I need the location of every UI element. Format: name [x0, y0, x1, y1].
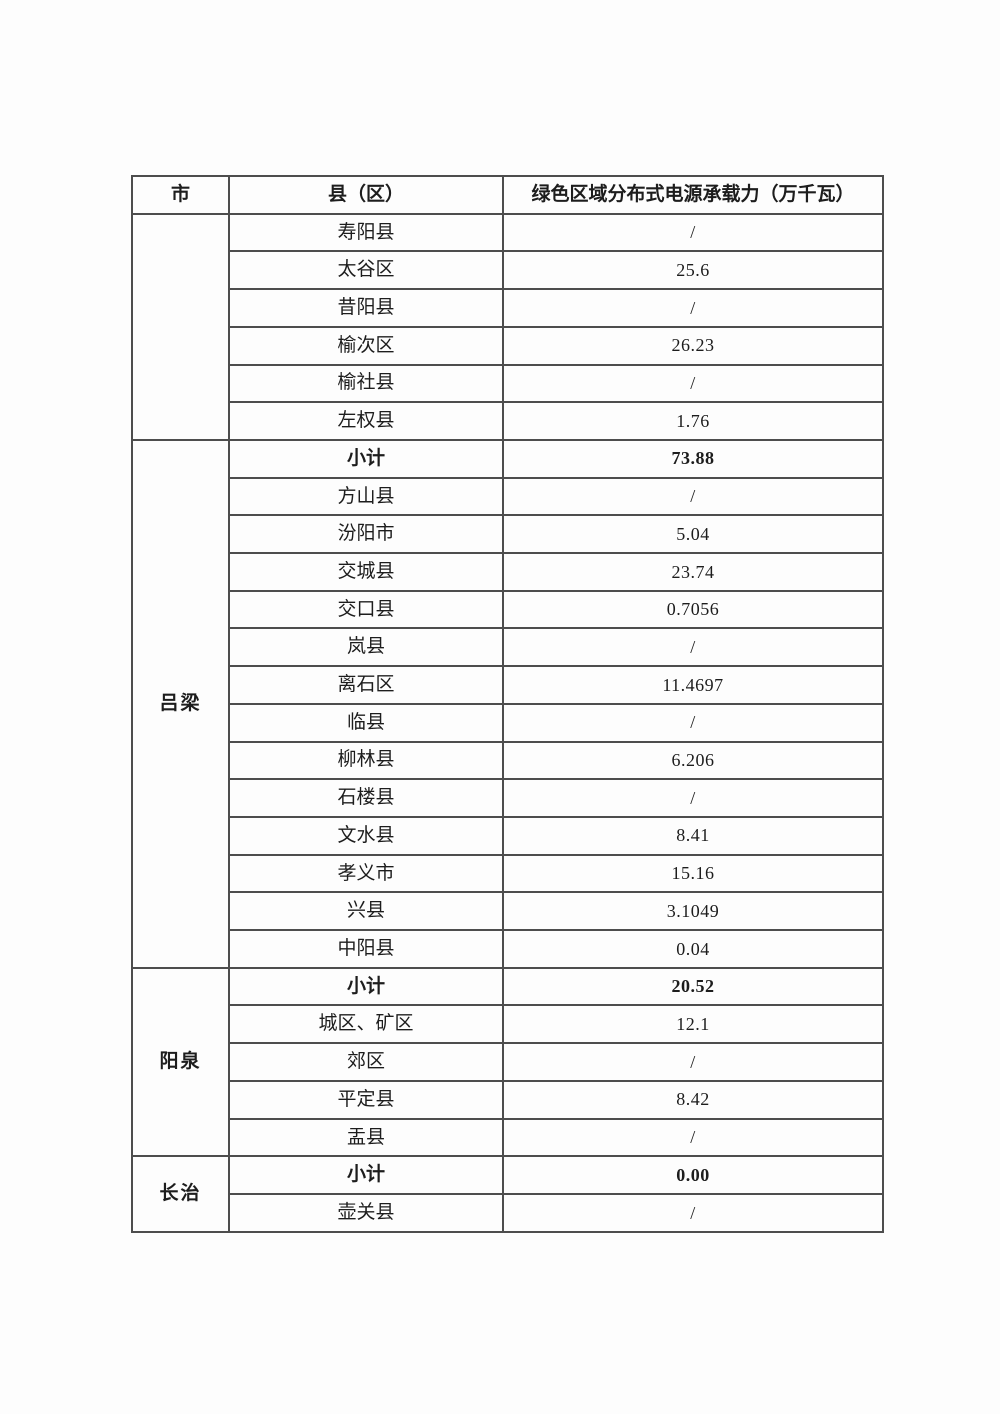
cell-county: 柳林县 — [228, 740, 504, 781]
cell-value: 73.88 — [502, 438, 884, 479]
cell-value: / — [502, 627, 884, 668]
cell-value: 6.206 — [502, 740, 884, 781]
cell-county: 交口县 — [228, 589, 504, 630]
table-row: 左权县 1.76 — [132, 401, 884, 441]
cell-value: 0.00 — [502, 1155, 884, 1195]
cell-county: 孝义市 — [228, 853, 504, 894]
cell-value: 12.1 — [502, 1004, 884, 1045]
table-header-row: 市 县（区） 绿色区域分布式电源承载力（万千瓦） — [131, 175, 884, 215]
col-header-capacity: 绿色区域分布式电源承载力（万千瓦） — [502, 175, 884, 215]
cell-value: / — [502, 212, 884, 253]
cell-value: 11.4697 — [502, 665, 884, 705]
cell-county: 左权县 — [228, 401, 504, 441]
table-row: 方山县 / — [132, 476, 884, 517]
cell-county: 小计 — [228, 1155, 504, 1195]
col-header-city: 市 — [131, 175, 230, 215]
cell-value: / — [502, 702, 884, 743]
city-group-label — [131, 212, 230, 441]
cell-county: 岚县 — [228, 627, 504, 668]
table-row: 兴县 3.1049 — [132, 891, 884, 932]
city-group-label: 阳泉 — [131, 966, 230, 1158]
table-row: 交城县 23.74 — [132, 552, 884, 592]
cell-value: 0.04 — [502, 929, 884, 969]
table-row: 平定县 8.42 — [132, 1079, 884, 1120]
city-group-label: 长治 — [131, 1155, 230, 1233]
cell-county: 壶关县 — [228, 1192, 504, 1234]
cell-value: / — [502, 476, 884, 517]
cell-value: 25.6 — [502, 250, 884, 291]
cell-value: 26.23 — [502, 325, 884, 366]
cell-value: 20.52 — [502, 966, 884, 1007]
table-row: 壶关县 / — [132, 1192, 884, 1234]
cell-value: / — [502, 288, 884, 328]
table-row: 石楼县 / — [132, 778, 884, 818]
cell-county: 交城县 — [228, 552, 504, 592]
cell-value: 8.41 — [502, 815, 884, 856]
table-row: 昔阳县 / — [132, 288, 884, 328]
table-row: 汾阳市 5.04 — [132, 514, 884, 555]
cell-county: 方山县 — [228, 476, 504, 517]
subtotal-row: 长治 小计 0.00 — [131, 1155, 884, 1233]
table-row: 文水县 8.41 — [132, 815, 884, 856]
cell-county: 榆次区 — [228, 325, 504, 366]
cell-county: 寿阳县 — [228, 212, 504, 253]
cell-value: 5.04 — [502, 514, 884, 555]
table-row: 榆次区 26.23 — [132, 325, 884, 366]
table-row: 临县 / — [132, 702, 884, 743]
cell-value: 15.16 — [502, 853, 884, 894]
table-row: 离石区 11.4697 — [132, 665, 884, 705]
cell-county: 离石区 — [228, 665, 504, 705]
table-row: 盂县 / — [132, 1117, 884, 1158]
subtotal-row: 吕梁 小计 73.88 — [131, 438, 884, 969]
cell-value: / — [502, 1117, 884, 1158]
cell-county: 中阳县 — [228, 929, 504, 969]
table-row: 中阳县 0.04 — [132, 929, 884, 969]
table-row: 城区、矿区 12.1 — [132, 1004, 884, 1045]
table-row: 榆社县 / — [132, 363, 884, 404]
cell-value: / — [502, 1042, 884, 1082]
cell-value: 8.42 — [502, 1079, 884, 1120]
cell-county: 临县 — [228, 702, 504, 743]
cell-value: / — [502, 1192, 884, 1234]
table-row: 岚县 / — [132, 627, 884, 668]
city-group-label: 吕梁 — [131, 438, 230, 969]
cell-value: 23.74 — [502, 552, 884, 592]
cell-county: 太谷区 — [228, 250, 504, 291]
table-row: 太谷区 25.6 — [132, 250, 884, 291]
cell-county: 盂县 — [228, 1117, 504, 1158]
cell-county: 文水县 — [228, 815, 504, 856]
cell-county: 汾阳市 — [228, 514, 504, 555]
cell-value: 0.7056 — [502, 589, 884, 630]
table-row: 交口县 0.7056 — [132, 589, 884, 630]
cell-county: 小计 — [228, 966, 504, 1007]
cell-county: 小计 — [228, 438, 504, 479]
capacity-table: 市 县（区） 绿色区域分布式电源承载力（万千瓦） 寿阳县 / 太谷区 25.6 … — [131, 175, 884, 1234]
table-row: 郊区 / — [132, 1042, 884, 1082]
cell-county: 郊区 — [228, 1042, 504, 1082]
cell-county: 城区、矿区 — [228, 1004, 504, 1045]
table-row: 孝义市 15.16 — [132, 853, 884, 894]
col-header-county: 县（区） — [228, 175, 504, 215]
subtotal-row: 阳泉 小计 20.52 — [131, 966, 884, 1158]
cell-value: / — [502, 778, 884, 818]
cell-county: 石楼县 — [228, 778, 504, 818]
table-row: 柳林县 6.206 — [132, 740, 884, 781]
cell-county: 平定县 — [228, 1079, 504, 1120]
cell-county: 昔阳县 — [228, 288, 504, 328]
cell-county: 榆社县 — [228, 363, 504, 404]
cell-value: / — [502, 363, 884, 404]
table-row: 寿阳县 / — [131, 212, 884, 441]
cell-value: 3.1049 — [502, 891, 884, 932]
cell-county: 兴县 — [228, 891, 504, 932]
cell-value: 1.76 — [502, 401, 884, 441]
